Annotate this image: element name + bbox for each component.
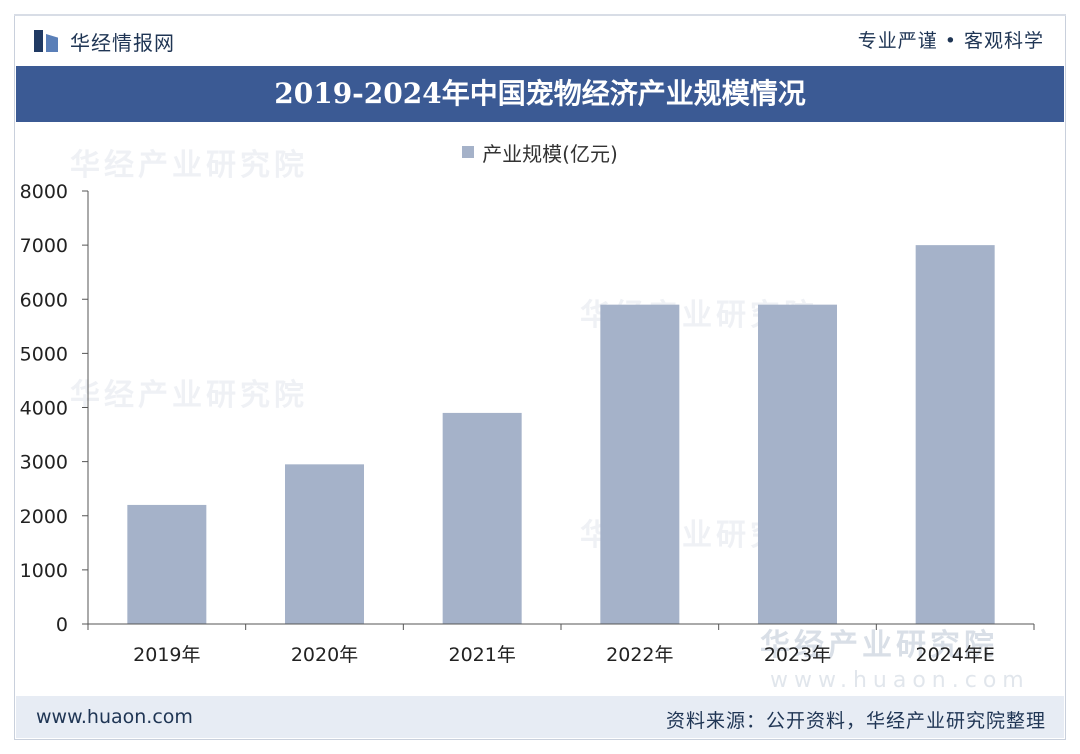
watermark-text: 华经产业研究院 — [760, 628, 998, 663]
footer-source: 资料来源：公开资料，华经产业研究院整理 — [665, 710, 1046, 732]
brand-name: 华经情报网 — [70, 30, 175, 55]
y-tick-label: 0 — [56, 614, 68, 636]
legend: 产业规模(亿元) — [0, 138, 1080, 166]
chart-title: 2019-2024年中国宠物经济产业规模情况 — [16, 66, 1064, 122]
bar — [285, 464, 364, 624]
y-tick-label: 7000 — [20, 235, 68, 257]
top-divider — [14, 14, 1066, 16]
footer-bar — [16, 696, 1064, 738]
slogan: 专业严谨 • 客观科学 — [857, 30, 1044, 52]
y-tick-label: 5000 — [20, 343, 68, 365]
y-tick-label: 1000 — [20, 560, 68, 582]
y-tick-label: 6000 — [20, 289, 68, 311]
legend-swatch — [462, 146, 475, 158]
x-tick-label: 2022年 — [606, 644, 673, 666]
x-tick-label: 2020年 — [291, 644, 358, 666]
watermark-text: 华经产业研究院 — [70, 148, 308, 183]
watermark-text: 华经产业研究院 — [70, 378, 308, 413]
huajing-logo-icon — [34, 30, 60, 52]
y-tick-label: 8000 — [20, 181, 68, 203]
x-tick-label: 2024年E — [915, 644, 994, 666]
bar — [127, 504, 207, 624]
brand: 华经情报网 — [34, 26, 175, 56]
bar — [442, 412, 522, 624]
y-tick-label: 2000 — [20, 506, 68, 528]
y-tick-label: 3000 — [20, 452, 68, 474]
x-tick-label: 2019年 — [133, 644, 200, 666]
bar — [758, 304, 837, 624]
bar — [915, 245, 995, 624]
footer-website: www.huaon.com — [36, 706, 193, 728]
y-tick-label: 4000 — [20, 398, 68, 420]
bar — [600, 304, 680, 624]
x-tick-label: 2023年 — [764, 644, 831, 666]
x-tick-label: 2021年 — [448, 644, 515, 666]
legend-label: 产业规模(亿元) — [482, 141, 618, 166]
watermark-url: www.huaon.com — [770, 668, 1030, 693]
